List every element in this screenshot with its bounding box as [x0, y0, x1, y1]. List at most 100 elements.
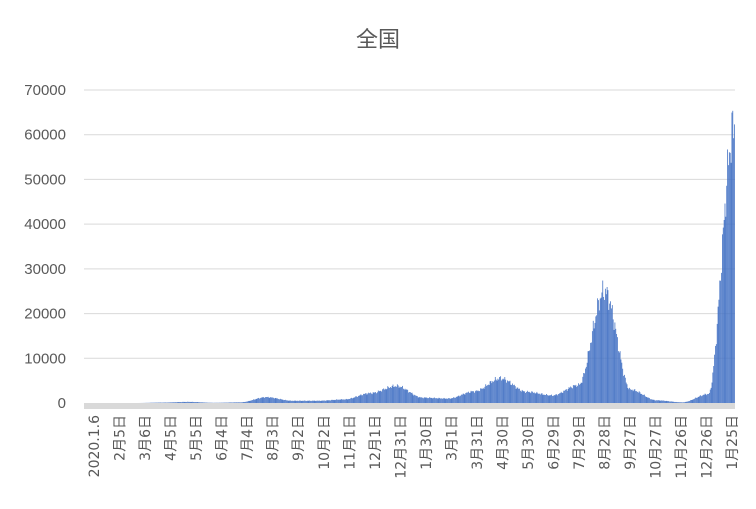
bar [697, 396, 699, 403]
bar [256, 398, 258, 403]
bar [440, 398, 442, 403]
bar [432, 398, 434, 403]
bar [296, 400, 298, 403]
bar [654, 400, 656, 403]
bar [442, 398, 443, 403]
bar [599, 298, 601, 403]
bar [627, 387, 629, 403]
bar [643, 394, 645, 403]
bar [592, 320, 594, 403]
bar [454, 397, 455, 403]
bar [187, 401, 188, 403]
bar [704, 393, 706, 403]
bar [621, 362, 623, 403]
bar [631, 389, 633, 403]
bar [307, 400, 309, 403]
bar [316, 400, 318, 403]
bar [426, 397, 428, 403]
bar [597, 298, 598, 403]
bar [666, 400, 668, 403]
bar [189, 401, 191, 403]
x-tick-label: 11月1日 [342, 415, 358, 470]
bar [582, 376, 584, 403]
bar [720, 280, 722, 403]
bar [526, 390, 528, 403]
bar [233, 402, 234, 403]
bar [485, 384, 487, 403]
bar [594, 322, 596, 403]
bar [637, 392, 639, 403]
bar [392, 384, 394, 403]
bar [732, 110, 734, 404]
bar [289, 400, 291, 403]
bar [259, 398, 261, 403]
bar [563, 390, 565, 403]
bar [407, 389, 409, 403]
bar [525, 392, 526, 403]
bar [422, 398, 424, 403]
bar [388, 387, 390, 403]
bar [600, 297, 602, 403]
bar [376, 392, 378, 403]
bar [436, 398, 438, 403]
bar [456, 396, 458, 403]
bar [184, 401, 186, 403]
bar [295, 400, 297, 403]
y-tick-label: 0 [58, 395, 66, 412]
bar [182, 401, 184, 403]
bar [649, 398, 650, 403]
bar [581, 382, 583, 403]
bar [275, 397, 277, 403]
bar [571, 387, 572, 403]
bar [328, 400, 330, 403]
bar [278, 399, 279, 403]
bar [695, 397, 697, 403]
bar [425, 397, 427, 403]
bar [657, 400, 659, 403]
bar [694, 398, 696, 403]
bar [439, 398, 441, 403]
bar [610, 301, 611, 403]
bar [564, 390, 566, 403]
bar [335, 399, 337, 403]
bar [255, 398, 257, 403]
bar [549, 395, 551, 403]
bar [345, 398, 347, 403]
bar [562, 392, 564, 403]
bar [637, 391, 638, 403]
bar [553, 395, 555, 403]
bar [513, 384, 515, 403]
bar [679, 402, 681, 403]
bar [488, 385, 490, 403]
bar [607, 290, 609, 403]
bar [535, 393, 537, 403]
bar [672, 401, 674, 403]
bar [724, 203, 726, 403]
bar [241, 402, 243, 403]
bar [555, 394, 557, 403]
bar [196, 402, 198, 403]
bar [244, 401, 246, 403]
bar [661, 400, 663, 403]
bar [194, 402, 196, 403]
bar [530, 393, 532, 403]
bar [429, 397, 431, 403]
bar [422, 397, 423, 403]
bar [606, 287, 608, 403]
bar [309, 400, 311, 403]
bar [715, 345, 716, 403]
bar [299, 400, 301, 403]
bar [693, 399, 695, 403]
bar [433, 397, 435, 403]
bar [306, 400, 308, 403]
bar [235, 402, 237, 403]
bar [237, 402, 239, 403]
bar [636, 391, 637, 403]
bar [710, 387, 712, 403]
bar [620, 359, 622, 403]
bar [290, 400, 292, 403]
bar [408, 392, 409, 403]
x-tick-label: 3月1日 [444, 415, 460, 461]
bar [398, 387, 400, 403]
bar [323, 400, 325, 403]
